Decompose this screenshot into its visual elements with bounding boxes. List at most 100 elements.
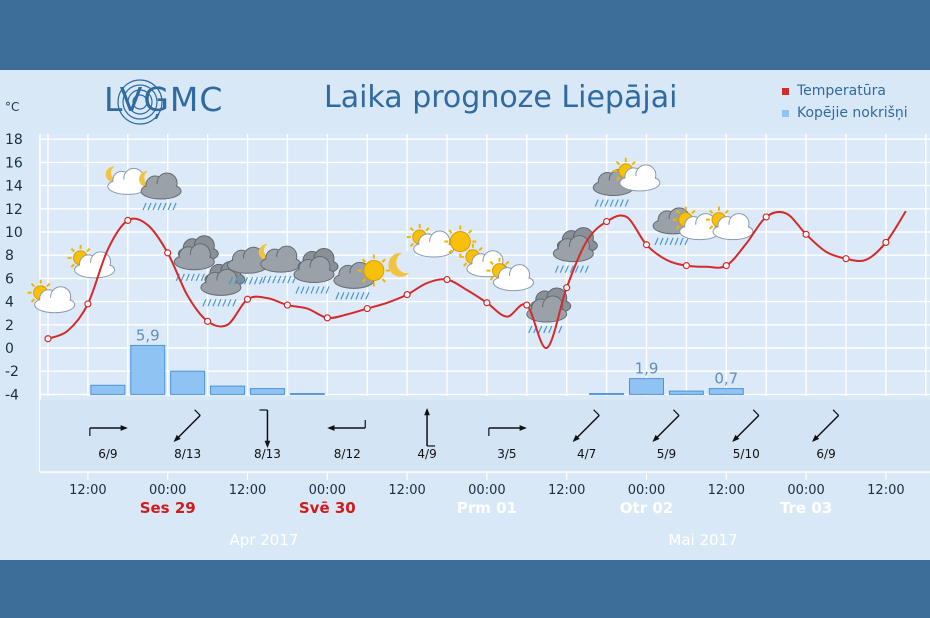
precipitation-bar bbox=[589, 393, 625, 395]
rain-drop bbox=[238, 277, 244, 285]
x-tick-label: 00:00 bbox=[787, 483, 824, 498]
wind-arrowhead bbox=[812, 434, 820, 443]
cloud-shape bbox=[620, 175, 659, 190]
rain-drop bbox=[360, 292, 365, 300]
sun-ray bbox=[615, 161, 621, 166]
precipitation-bar bbox=[170, 370, 206, 395]
rain-drop bbox=[684, 237, 689, 246]
rain-drop bbox=[272, 275, 277, 284]
rain-drop bbox=[162, 202, 167, 211]
wind-arrowhead bbox=[120, 425, 128, 431]
day-label: Prm 01 bbox=[457, 499, 517, 517]
rain-drop bbox=[277, 275, 282, 284]
temperature-point bbox=[323, 314, 331, 322]
sun-ray bbox=[409, 242, 415, 247]
partly-cloudy-day-icon bbox=[705, 206, 754, 241]
rain-drop bbox=[222, 299, 227, 307]
rain-drop bbox=[654, 237, 659, 246]
partly-cloudy-night-rain-icon bbox=[139, 170, 182, 211]
temperature-point bbox=[363, 304, 371, 313]
x-tick-label: 12:00 bbox=[708, 483, 745, 498]
temperature-point bbox=[243, 295, 252, 303]
partly-cloudy-night-rain-icon bbox=[258, 243, 302, 284]
sun-ray bbox=[30, 282, 35, 288]
cloud-shape bbox=[35, 297, 74, 312]
partly-cloudy-day-icon bbox=[27, 279, 76, 314]
y-axis-ticks: 18 16 14 12 10 8 6 4 2 0 -2 -4 bbox=[5, 132, 23, 403]
legend: Temperatūra Kopējie nokrišņi bbox=[782, 80, 908, 124]
wind-arrow-shaft bbox=[174, 414, 201, 442]
rain-drop bbox=[267, 275, 272, 284]
day-label: Svē 30 bbox=[299, 499, 356, 517]
rain-drop bbox=[287, 275, 292, 284]
legend-item-temperature: Temperatūra bbox=[782, 80, 908, 102]
y-tick-label: 12 bbox=[5, 202, 23, 218]
temperature-point bbox=[602, 217, 611, 226]
month-labels: Apr 2017 Mai 2017 bbox=[230, 531, 738, 549]
cloudy-rain-icon bbox=[173, 235, 219, 282]
temperature-point bbox=[164, 249, 172, 257]
precipitation-swatch bbox=[782, 109, 789, 117]
y-tick-label: 16 bbox=[5, 155, 23, 171]
partly-cloudy-night-icon bbox=[105, 165, 149, 195]
x-tick-label: 00:00 bbox=[149, 483, 186, 498]
sun-ray bbox=[489, 276, 494, 281]
rain-drop bbox=[674, 237, 679, 246]
cloud-shape bbox=[75, 262, 114, 277]
rain-drop bbox=[584, 265, 589, 273]
rain-drop bbox=[679, 237, 684, 246]
wind-label: 8/13 bbox=[254, 447, 281, 461]
x-axis-ticks: 12:00 00:00 12:00 00:00 12:00 00:00 12:00 00:00… bbox=[69, 472, 905, 498]
data-labels: 5,9 1,9 0,7 bbox=[136, 326, 738, 387]
rain-drop bbox=[554, 265, 559, 273]
precipitation-bar bbox=[210, 385, 246, 395]
cloud-shape bbox=[295, 267, 333, 282]
rain-drop bbox=[548, 325, 553, 334]
top-band bbox=[0, 0, 930, 70]
temperature-swatch bbox=[782, 87, 789, 95]
temperature-point bbox=[842, 255, 850, 263]
day-label: Ses 29 bbox=[140, 499, 196, 517]
y-tick-label: 8 bbox=[5, 248, 14, 264]
rain-drop bbox=[142, 202, 147, 211]
rain-drop bbox=[185, 273, 190, 282]
y-tick-label: -4 bbox=[5, 387, 19, 403]
sun-ray bbox=[448, 229, 453, 234]
day-labels: Ses 29 Svē 30 Prm 01 Otr 02 Tre 03 bbox=[140, 499, 833, 517]
wind-barb bbox=[593, 409, 600, 416]
precipitation-data-label: 1,9 bbox=[635, 360, 659, 378]
temperature-point bbox=[722, 262, 730, 270]
precipitation-bar bbox=[289, 393, 325, 395]
temperature-line bbox=[44, 210, 907, 350]
sun-ray bbox=[615, 176, 621, 181]
rain-drop bbox=[558, 325, 563, 334]
y-tick-label: 18 bbox=[5, 132, 23, 148]
rain-drop bbox=[232, 299, 237, 307]
rain-drop bbox=[228, 277, 234, 285]
wind-label: 8/13 bbox=[174, 447, 201, 461]
rain-drop bbox=[190, 273, 195, 282]
x-tick-label: 12:00 bbox=[548, 483, 585, 498]
rain-drop bbox=[167, 202, 172, 211]
sun-ray bbox=[70, 263, 75, 268]
rain-drop bbox=[172, 202, 177, 211]
precipitation-data-label: 0,7 bbox=[714, 370, 738, 388]
rain-drop bbox=[212, 299, 217, 307]
wind-arrowhead bbox=[327, 425, 335, 431]
temperature-point bbox=[882, 238, 890, 247]
temperature-point bbox=[563, 284, 571, 292]
sun-ray bbox=[631, 161, 636, 166]
cloud-shape bbox=[334, 273, 373, 288]
rain-drop bbox=[664, 237, 669, 246]
rain-drop bbox=[624, 199, 629, 207]
x-tick-label: 12:00 bbox=[69, 483, 106, 498]
y-tick-label: 10 bbox=[5, 225, 23, 241]
wind-barb bbox=[752, 409, 760, 416]
partly-cloudy-day-icon bbox=[406, 224, 455, 258]
rain-drop bbox=[295, 286, 300, 294]
rain-drop bbox=[528, 325, 533, 334]
rain-drop bbox=[147, 202, 152, 211]
rain-drop bbox=[599, 199, 604, 207]
precipitation-bar bbox=[90, 384, 126, 395]
